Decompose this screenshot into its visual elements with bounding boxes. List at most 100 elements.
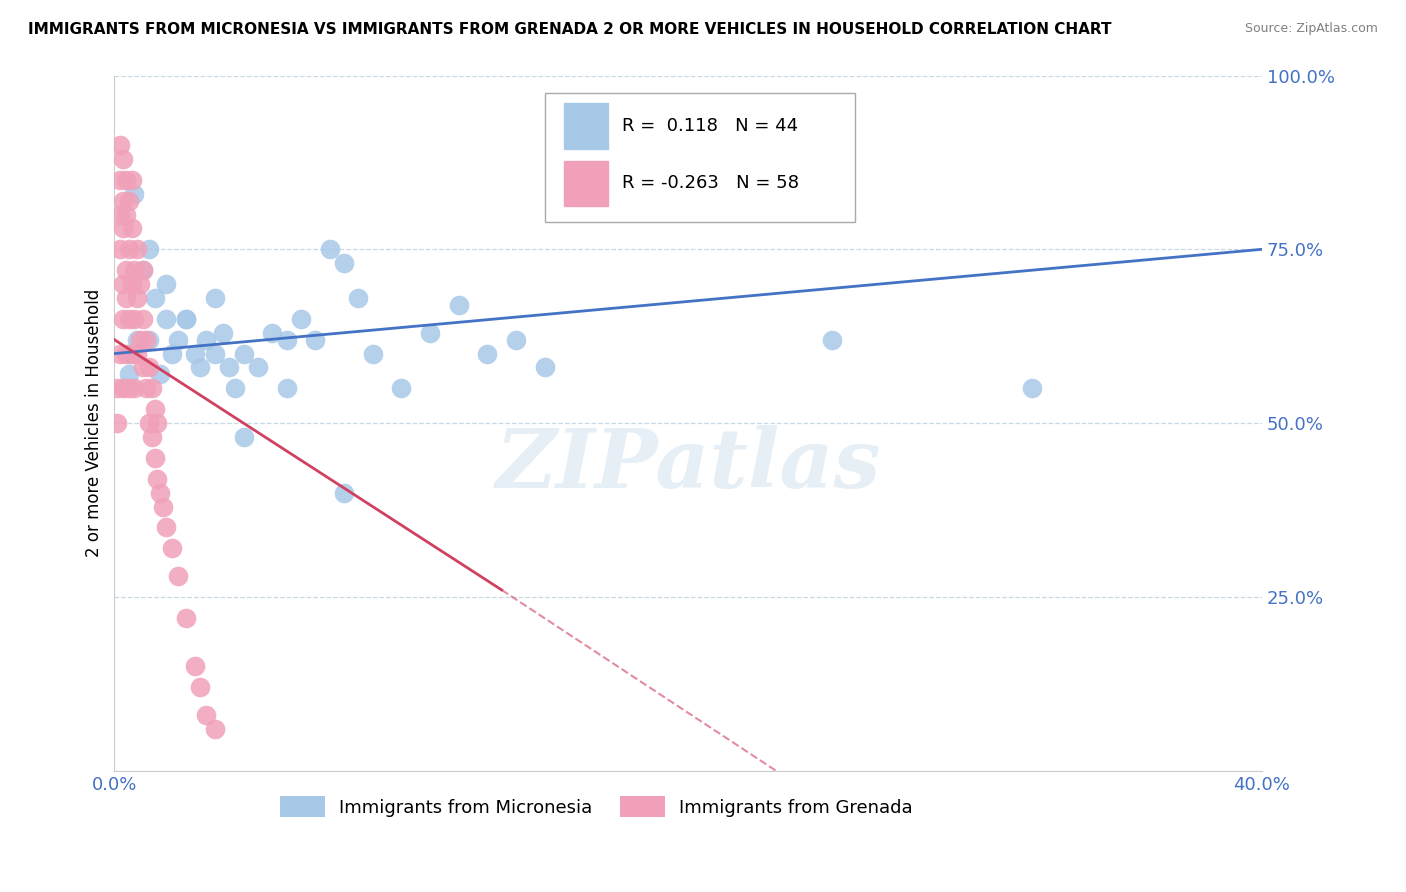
Point [132,360,155,375]
Point [135,381,157,395]
Point [118,194,141,208]
Bar [564,161,607,206]
Point [108,346,131,360]
Point [190,360,212,375]
Point [111,311,134,326]
Text: R =  0.118   N = 44: R = 0.118 N = 44 [621,117,797,135]
Point [127,242,149,256]
Point [105,416,128,430]
Point [108,138,131,153]
Point [118,346,141,360]
Point [124,263,146,277]
Point [121,221,143,235]
Point [347,291,370,305]
Point [149,485,172,500]
Legend: Immigrants from Micronesia, Immigrants from Grenada: Immigrants from Micronesia, Immigrants f… [273,789,920,824]
Point [224,381,246,395]
Point [333,485,356,500]
Point [419,326,441,340]
Point [129,333,152,347]
Point [1021,381,1043,395]
Point [160,541,183,556]
Point [195,333,218,347]
Point [174,611,197,625]
Point [361,346,384,360]
Point [124,186,146,201]
Text: IMMIGRANTS FROM MICRONESIA VS IMMIGRANTS FROM GRENADA 2 OR MORE VEHICLES IN HOUS: IMMIGRANTS FROM MICRONESIA VS IMMIGRANTS… [28,22,1112,37]
Point [232,430,254,444]
FancyBboxPatch shape [544,93,855,221]
Bar [564,103,607,148]
Point [138,360,160,375]
Point [333,256,356,270]
Point [115,346,138,360]
Point [152,500,174,514]
Point [135,333,157,347]
Point [218,360,240,375]
Point [121,346,143,360]
Point [111,381,134,395]
Point [146,416,169,430]
Point [477,346,499,360]
Point [118,368,141,382]
Point [108,173,131,187]
Point [124,381,146,395]
Point [132,263,155,277]
Point [290,311,312,326]
Point [115,208,138,222]
Point [118,311,141,326]
Point [127,346,149,360]
Point [195,708,218,723]
Point [111,221,134,235]
Point [129,277,152,291]
Point [204,722,226,736]
Point [132,263,155,277]
Point [174,311,197,326]
Point [138,242,160,256]
Point [111,152,134,166]
Point [132,311,155,326]
Point [204,291,226,305]
Point [246,360,269,375]
Point [111,194,134,208]
Point [533,360,555,375]
Point [118,381,141,395]
Point [127,333,149,347]
Point [232,346,254,360]
Point [124,311,146,326]
Point [276,381,298,395]
Point [111,277,134,291]
Text: ZIPatlas: ZIPatlas [495,425,882,505]
Point [143,402,166,417]
Point [121,173,143,187]
Y-axis label: 2 or more Vehicles in Household: 2 or more Vehicles in Household [86,289,103,558]
Point [160,346,183,360]
Point [143,291,166,305]
Point [115,263,138,277]
Point [121,277,143,291]
Point [115,173,138,187]
Point [204,346,226,360]
Point [138,333,160,347]
Text: R = -0.263   N = 58: R = -0.263 N = 58 [621,174,799,193]
Point [184,659,207,673]
Text: Source: ZipAtlas.com: Source: ZipAtlas.com [1244,22,1378,36]
Point [166,333,188,347]
Point [155,277,177,291]
Point [447,298,470,312]
Point [146,472,169,486]
Point [276,333,298,347]
Point [105,381,128,395]
Point [118,242,141,256]
Point [155,520,177,534]
Point [138,416,160,430]
Point [127,291,149,305]
Point [149,368,172,382]
Point [141,381,163,395]
Point [115,291,138,305]
Point [184,346,207,360]
Point [212,326,235,340]
Point [174,311,197,326]
Point [155,311,177,326]
Point [108,208,131,222]
